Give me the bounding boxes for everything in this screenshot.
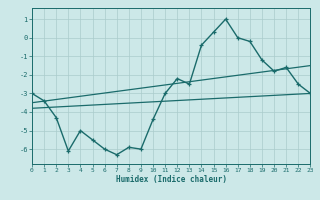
- X-axis label: Humidex (Indice chaleur): Humidex (Indice chaleur): [116, 175, 227, 184]
